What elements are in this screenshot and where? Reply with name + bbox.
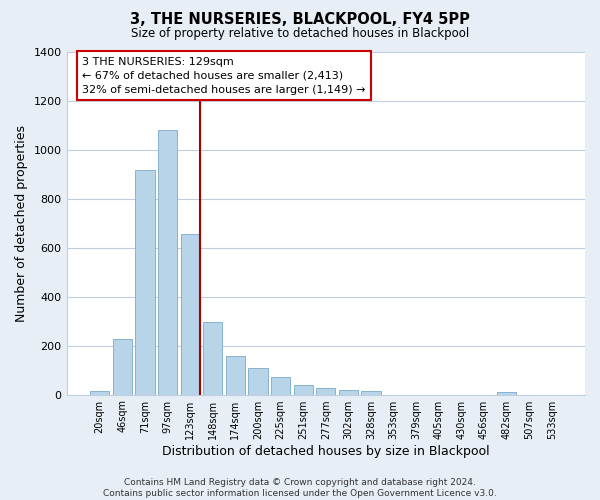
Bar (113, 338, 132, 394)
Text: Contains HM Land Registry data © Crown copyright and database right 2024.
Contai: Contains HM Land Registry data © Crown c… (103, 478, 497, 498)
Bar (158, 130, 177, 394)
Bar (497, 392, 516, 394)
Bar (316, 388, 335, 394)
Text: Size of property relative to detached houses in Blackpool: Size of property relative to detached ho… (131, 28, 469, 40)
Bar (203, 322, 223, 394)
Bar (248, 368, 268, 394)
Text: 3, THE NURSERIES, BLACKPOOL, FY4 5PP: 3, THE NURSERIES, BLACKPOOL, FY4 5PP (130, 12, 470, 28)
Bar (136, 170, 155, 394)
Bar (226, 356, 245, 395)
Text: 3 THE NURSERIES: 129sqm
← 67% of detached houses are smaller (2,413)
32% of semi: 3 THE NURSERIES: 129sqm ← 67% of detache… (82, 56, 365, 94)
Y-axis label: Number of detached properties: Number of detached properties (15, 124, 28, 322)
Bar (361, 391, 380, 394)
Bar (90, 391, 109, 394)
Bar (181, 234, 200, 394)
Bar (293, 385, 313, 394)
Bar (271, 377, 290, 394)
X-axis label: Distribution of detached houses by size in Blackpool: Distribution of detached houses by size … (162, 444, 490, 458)
Bar (339, 390, 358, 394)
